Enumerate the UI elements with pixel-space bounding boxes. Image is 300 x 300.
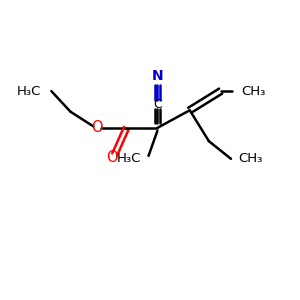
Text: H₃C: H₃C [17,85,41,98]
Text: C: C [153,98,162,111]
Text: O: O [91,120,103,135]
Text: H₃C: H₃C [117,152,141,165]
Text: N: N [152,69,163,83]
Text: CH₃: CH₃ [241,85,266,98]
Text: CH₃: CH₃ [238,152,263,165]
Text: O: O [106,150,118,165]
